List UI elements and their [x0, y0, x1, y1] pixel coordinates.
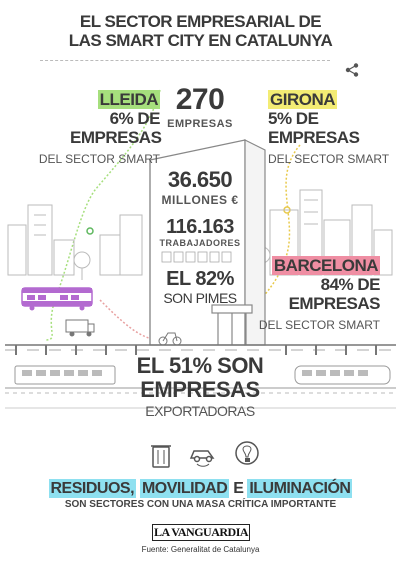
- girona-pct: 5% DE: [268, 109, 319, 128]
- companies-label: EMPRESAS: [167, 118, 233, 130]
- share-icon[interactable]: [344, 62, 360, 78]
- sector-iluminacion: ILUMINACIÓN: [247, 479, 353, 498]
- workers-label: TRABAJADORES: [159, 238, 241, 248]
- millions-value: 36.650: [167, 167, 233, 192]
- lleida-pct: 6% DE: [109, 109, 161, 128]
- lleida-empresas: EMPRESAS: [70, 128, 162, 147]
- export-line1: EL 51% SON: [136, 353, 264, 378]
- sector-movilidad: MOVILIDAD: [139, 479, 230, 498]
- title-underline: [40, 60, 330, 61]
- export-line2: EMPRESAS: [140, 377, 260, 402]
- barcelona-empresas: EMPRESAS: [288, 294, 381, 313]
- girona-name: GIRONA: [268, 90, 337, 109]
- la-vanguardia-logo[interactable]: LA VANGUARDIA: [152, 524, 250, 541]
- lleida-sector: DEL SECTOR SMART: [38, 152, 160, 166]
- sectors-subtitle: SON SECTORES CON UNA MASA CRÍTICA IMPORT…: [64, 499, 337, 510]
- companies-value: 270: [175, 83, 225, 116]
- pimes-value: EL 82%: [166, 268, 234, 290]
- source-note: Fuente: Generalitat de Catalunya: [141, 545, 260, 554]
- workers-value: 116.163: [166, 216, 234, 238]
- lleida-block: LLEIDA 6% DE EMPRESAS: [70, 90, 162, 147]
- trash-bin-icon: [151, 445, 171, 468]
- pimes-label: SON PIMES: [163, 290, 237, 306]
- girona-sector: DEL SECTOR SMART: [268, 152, 390, 166]
- barcelona-block: BARCELONA 84% DE EMPRESAS: [270, 256, 381, 313]
- electric-car-icon: [189, 450, 215, 467]
- barcelona-sector: DEL SECTOR SMART: [258, 318, 380, 332]
- barcelona-name: BARCELONA: [271, 256, 380, 275]
- route-lleida: [44, 89, 161, 341]
- sector-e: E: [233, 480, 244, 497]
- sectors-line: RESIDUOS, MOVILIDAD E ILUMINACIÓN: [0, 479, 401, 498]
- bicycle-icon: [158, 332, 182, 346]
- light-bulb-icon: [235, 441, 259, 465]
- millions-label: MILLONES €: [161, 193, 239, 207]
- route-girona: [229, 144, 301, 331]
- sector-residuos: RESIDUOS,: [48, 479, 137, 498]
- girona-empresas: EMPRESAS: [268, 128, 360, 147]
- lleida-name: LLEIDA: [97, 90, 160, 109]
- sector-icons: [150, 438, 260, 472]
- tram-icon: [21, 287, 93, 311]
- title-line2: LAS SMART CITY EN CATALUNYA: [68, 31, 333, 50]
- title-line1: EL SECTOR EMPRESARIAL DE: [79, 12, 322, 31]
- van-icon: [65, 319, 95, 337]
- export-line3: EXPORTADORAS: [145, 403, 255, 419]
- girona-block: GIRONA 5% DE EMPRESAS: [268, 90, 378, 147]
- barcelona-pct: 84% DE: [320, 275, 381, 294]
